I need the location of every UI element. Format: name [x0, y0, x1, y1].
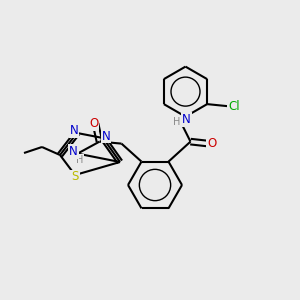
Text: N: N [70, 124, 78, 137]
Text: H: H [76, 154, 83, 165]
Text: O: O [89, 117, 98, 130]
Text: O: O [207, 137, 216, 150]
Text: N: N [69, 145, 78, 158]
Text: S: S [71, 170, 79, 184]
Text: N: N [182, 113, 191, 126]
Text: H: H [173, 117, 180, 127]
Text: Cl: Cl [228, 100, 240, 112]
Text: N: N [102, 130, 110, 142]
